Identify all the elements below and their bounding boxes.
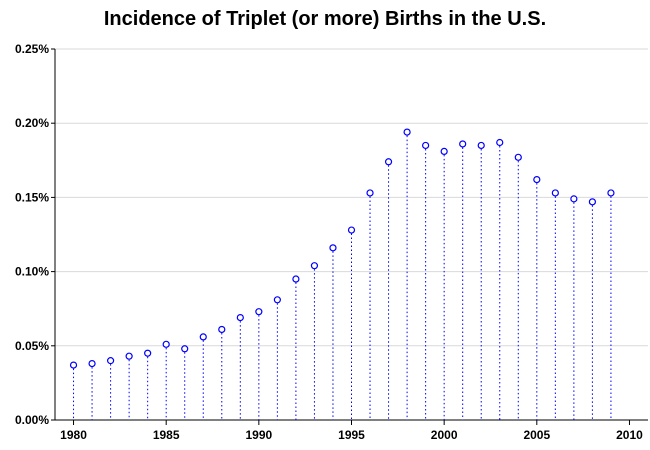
y-axis-ticks: 0.00% 0.05% 0.10% 0.15% 0.20% 0.25% — [15, 42, 55, 427]
data-point — [144, 349, 152, 357]
data-point — [422, 141, 430, 150]
grid-lines — [55, 48, 648, 347]
data-point — [570, 195, 578, 203]
x-tick-label: 2005 — [523, 428, 550, 442]
data-point — [236, 314, 244, 322]
data-point — [588, 198, 597, 206]
data-point — [329, 244, 337, 252]
drop-lines — [73, 135, 612, 420]
data-point — [459, 140, 467, 148]
data-point — [273, 296, 281, 304]
data-point — [292, 275, 300, 283]
x-tick-label: 1995 — [338, 428, 365, 442]
x-tick-label: 2010 — [616, 428, 643, 442]
data-point — [69, 361, 78, 369]
chart-title: Incidence of Triplet (or more) Births in… — [103, 8, 547, 30]
data-point — [403, 128, 411, 136]
data-point — [162, 340, 170, 348]
y-tick-label: 0.25% — [15, 42, 49, 56]
data-point — [255, 308, 263, 316]
x-tick-label: 2000 — [431, 428, 458, 442]
data-point — [218, 325, 226, 334]
data-points — [69, 128, 615, 369]
data-point — [347, 226, 356, 234]
y-tick-label: 0.05% — [15, 339, 49, 353]
data-point — [477, 141, 485, 150]
x-axis-ticks: 1980 1985 1990 1995 2000 2005 2010 — [60, 420, 643, 442]
data-point — [607, 189, 615, 197]
data-point — [106, 357, 115, 365]
x-tick-label: 1980 — [60, 428, 87, 442]
data-point — [88, 360, 96, 368]
data-point — [181, 345, 189, 353]
data-point — [496, 138, 504, 147]
x-tick-label: 1990 — [245, 428, 272, 442]
y-tick-label: 0.00% — [15, 413, 49, 427]
data-point — [310, 262, 319, 270]
data-point — [514, 153, 522, 161]
y-tick-label: 0.10% — [15, 265, 49, 279]
x-tick-label: 1985 — [153, 428, 180, 442]
data-point — [366, 189, 374, 197]
y-tick-label: 0.20% — [15, 116, 49, 130]
data-point — [551, 189, 559, 197]
data-point — [125, 352, 133, 360]
data-point — [199, 333, 207, 341]
data-point — [384, 158, 393, 166]
data-point — [440, 147, 448, 155]
y-tick-label: 0.15% — [15, 190, 49, 204]
data-point — [533, 175, 541, 184]
